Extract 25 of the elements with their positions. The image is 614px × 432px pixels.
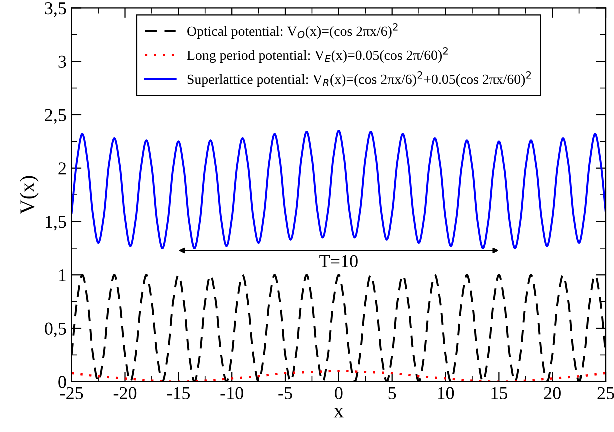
y-tick-label: 0,5	[45, 322, 66, 338]
x-tick-label: 20	[544, 387, 561, 400]
x-tick-label: 25	[598, 387, 614, 400]
y-tick-label: 3	[58, 56, 66, 68]
x-tick-label: -25	[60, 387, 84, 400]
y-tick-label: 0	[58, 376, 66, 388]
x-axis-title: x	[334, 408, 344, 418]
y-tick-label: 3,5	[45, 2, 66, 18]
x-tick-label: -10	[220, 387, 244, 400]
x-tick-label: 10	[438, 387, 454, 400]
y-tick-label: 2	[58, 162, 66, 175]
y-tick-label: 1,5	[46, 216, 66, 231]
x-tick-label: 0	[335, 387, 343, 400]
y-tick-label: 2,5	[45, 109, 66, 124]
annotation: T=10	[320, 255, 358, 268]
x-tick-label: -20	[114, 387, 137, 400]
x-tick-label: -15	[167, 387, 190, 400]
y-axis-title: V(x)	[20, 176, 39, 214]
x-tick-label: 5	[388, 387, 396, 400]
x-tick-label: -5	[278, 387, 292, 400]
x-tick-label: 15	[492, 387, 508, 400]
legend-label: Superlattice potential: V$_{R}$(x)=(cos 2πx/6)$^{2}$+0.05(cos 2πx/60)$^{2}$	[188, 72, 532, 88]
legend-label: Optical potential: V$_{O}$(x)=(cos 2πx/6)$^{2}$	[188, 23, 398, 39]
legend-label: Long period potential: V$_{E}$(x)=0.05(cos 2π/60)$^{2}$	[187, 48, 448, 64]
y-tick-label: 1	[60, 269, 66, 282]
